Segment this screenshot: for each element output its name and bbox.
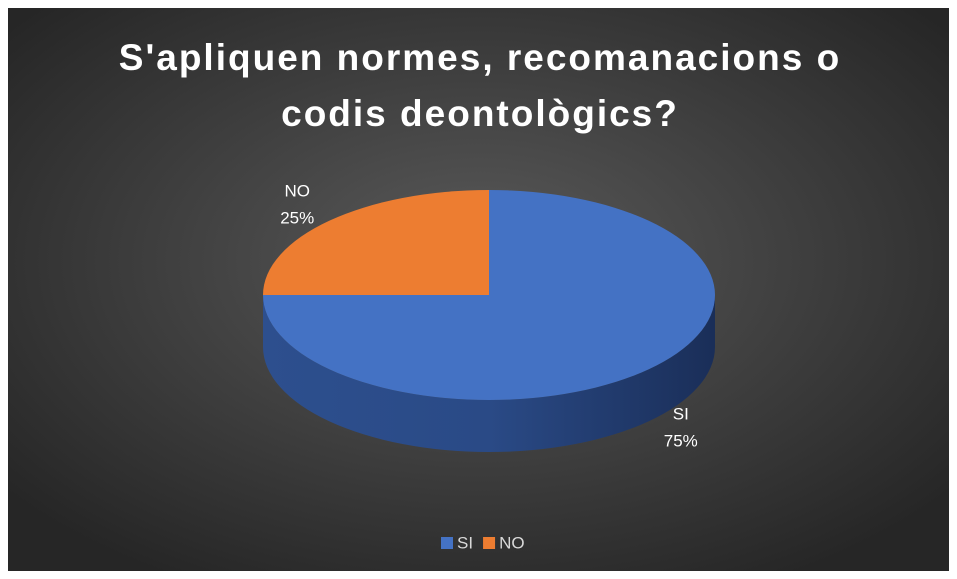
legend-swatch bbox=[483, 537, 496, 549]
data-label-value: 75% bbox=[664, 432, 698, 451]
chart-title: S'apliquen normes, recomanacions o codis… bbox=[118, 37, 842, 134]
legend-label: NO bbox=[499, 533, 525, 552]
data-label-category: NO bbox=[284, 182, 310, 201]
legend-label: SI bbox=[457, 533, 473, 552]
data-label-category: SI bbox=[673, 405, 689, 424]
data-label: NO 25% bbox=[280, 182, 314, 228]
data-label: SI 75% bbox=[664, 405, 698, 451]
slice-side bbox=[263, 295, 715, 452]
pie-slice bbox=[263, 190, 489, 295]
legend-swatch bbox=[441, 537, 453, 549]
data-label-value: 25% bbox=[280, 209, 314, 228]
